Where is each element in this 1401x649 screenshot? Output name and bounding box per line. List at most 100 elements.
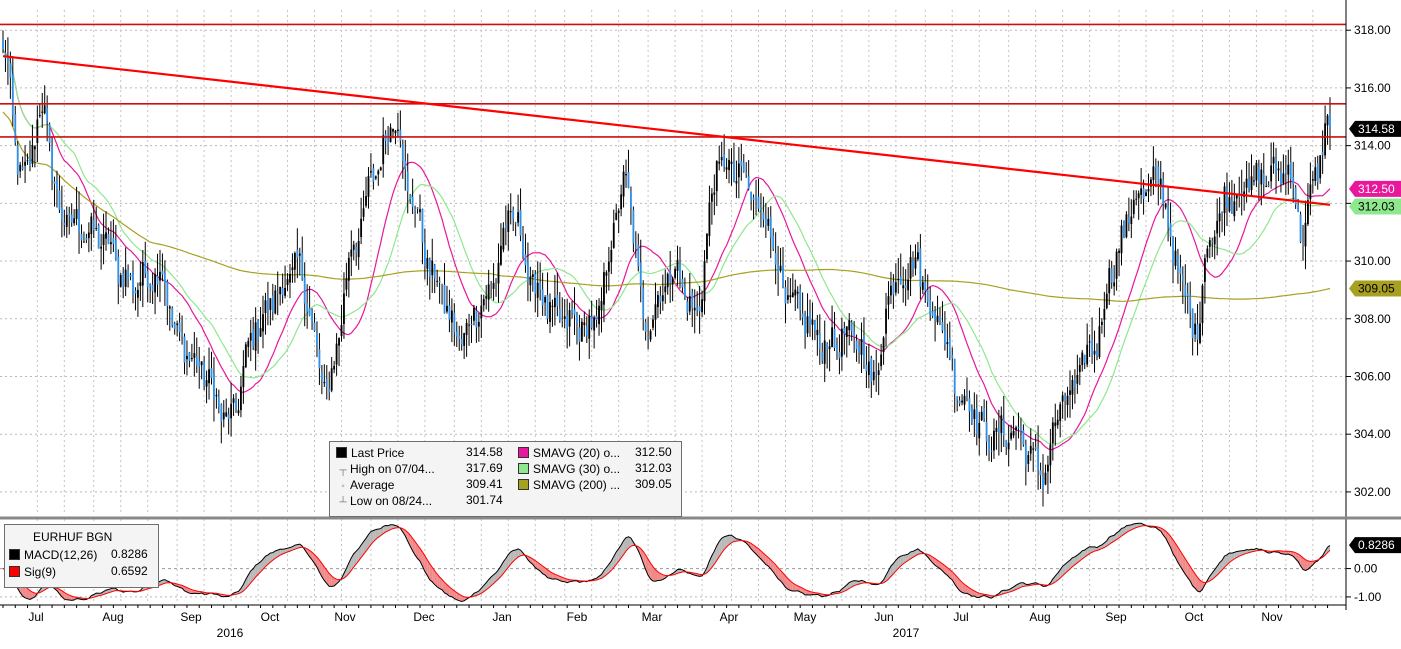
candle-body	[1246, 179, 1248, 188]
candle-body	[306, 303, 308, 312]
candle-body	[255, 322, 257, 350]
candle-body	[858, 346, 860, 352]
candle-body	[61, 208, 63, 221]
candle-body	[71, 215, 73, 223]
candle-body	[883, 338, 885, 352]
candle-body	[973, 410, 975, 419]
price-legend[interactable]: Last Price 314.58 ┬High on 07/04... 317.…	[329, 441, 682, 517]
candle-body	[1106, 294, 1108, 308]
y-tick-label: 308.00	[1354, 312, 1391, 326]
candle-body	[323, 382, 325, 383]
candle-body	[7, 58, 9, 63]
candle-body	[326, 379, 328, 387]
candle-body	[542, 289, 544, 305]
candle-body	[500, 246, 502, 265]
candle-body	[1015, 427, 1017, 429]
x-month-label: Aug	[102, 610, 123, 624]
candle-body	[1231, 201, 1233, 214]
candle-body	[1229, 197, 1231, 211]
candle-body	[959, 400, 961, 403]
sma200-swatch	[518, 479, 529, 490]
candle-body	[868, 362, 870, 375]
candle-body	[743, 163, 745, 172]
candle-body	[1278, 168, 1280, 170]
candle-body	[225, 412, 227, 416]
candle-body	[211, 368, 213, 378]
candle-body	[1135, 199, 1137, 200]
candle-body	[522, 239, 524, 257]
candle-body	[1089, 341, 1091, 342]
candle-body	[502, 228, 504, 250]
legend-row-sma20: SMAVG (20) o...	[518, 445, 620, 461]
candle-body	[998, 428, 1000, 433]
candle-body	[424, 243, 426, 265]
candle-body	[677, 260, 679, 271]
sma30-swatch	[518, 463, 529, 474]
candle-body	[1096, 351, 1098, 357]
candle-body	[539, 282, 541, 289]
candle-body	[1263, 173, 1265, 184]
candle-body	[157, 276, 159, 285]
candle-body	[110, 242, 112, 244]
last-price-tag-label: 314.58	[1358, 122, 1395, 136]
candle-body	[493, 283, 495, 289]
candle-body	[809, 313, 811, 326]
x-month-label: Jul	[28, 610, 43, 624]
candle-body	[635, 247, 637, 248]
candle-body	[1113, 282, 1115, 286]
candle-body	[277, 292, 279, 293]
candle-body	[1025, 445, 1027, 466]
candle-body	[395, 131, 397, 134]
candle-body	[986, 422, 988, 442]
sma-20-line	[3, 49, 1330, 450]
candle-body	[198, 361, 200, 366]
candle-body	[63, 223, 65, 225]
candle-body	[466, 323, 468, 335]
candle-body	[1072, 380, 1074, 395]
candle-body	[439, 281, 441, 282]
candle-body	[520, 210, 522, 236]
candle-body	[902, 285, 904, 288]
candle-body	[103, 234, 105, 245]
legend-value: 301.74	[466, 493, 503, 507]
candle-body	[547, 295, 549, 319]
candle-body	[819, 333, 821, 348]
candle-body	[120, 275, 122, 287]
candle-body	[1074, 379, 1076, 387]
candle-body	[1116, 252, 1118, 279]
candle-body	[260, 328, 262, 337]
candle-body	[1179, 267, 1181, 273]
candle-body	[1265, 186, 1267, 187]
candle-body	[135, 291, 137, 294]
candle-body	[208, 369, 210, 383]
candle-body	[1157, 166, 1159, 184]
candle-body	[485, 296, 487, 298]
candle-body	[1170, 223, 1172, 237]
candle-body	[630, 191, 632, 208]
candle-body	[480, 306, 482, 319]
candle-body	[1010, 433, 1012, 439]
candle-body	[409, 195, 411, 200]
candle-body	[929, 300, 931, 315]
candle-body	[794, 290, 796, 296]
candle-body	[397, 130, 399, 131]
candle-body	[655, 304, 657, 319]
macd-legend[interactable]: EURHUF BGN MACD(12,26) 0.8286 Sig(9) 0.6…	[4, 524, 159, 588]
candle-body	[269, 298, 271, 310]
candle-body	[591, 316, 593, 328]
legend-row-signal: Sig(9)	[9, 564, 56, 580]
candle-body	[738, 164, 740, 178]
candle-body	[228, 414, 230, 419]
candle-body	[1319, 155, 1321, 178]
candle-body	[792, 293, 794, 297]
candle-body	[238, 410, 240, 413]
candle-body	[1175, 251, 1177, 266]
candle-body	[873, 372, 875, 380]
candle-body	[171, 308, 173, 325]
candle-body	[422, 209, 424, 243]
candle-body	[162, 271, 164, 275]
last-price-swatch	[336, 447, 347, 458]
candle-body	[946, 342, 948, 344]
candle-body	[865, 365, 867, 371]
candle-body	[292, 267, 294, 270]
